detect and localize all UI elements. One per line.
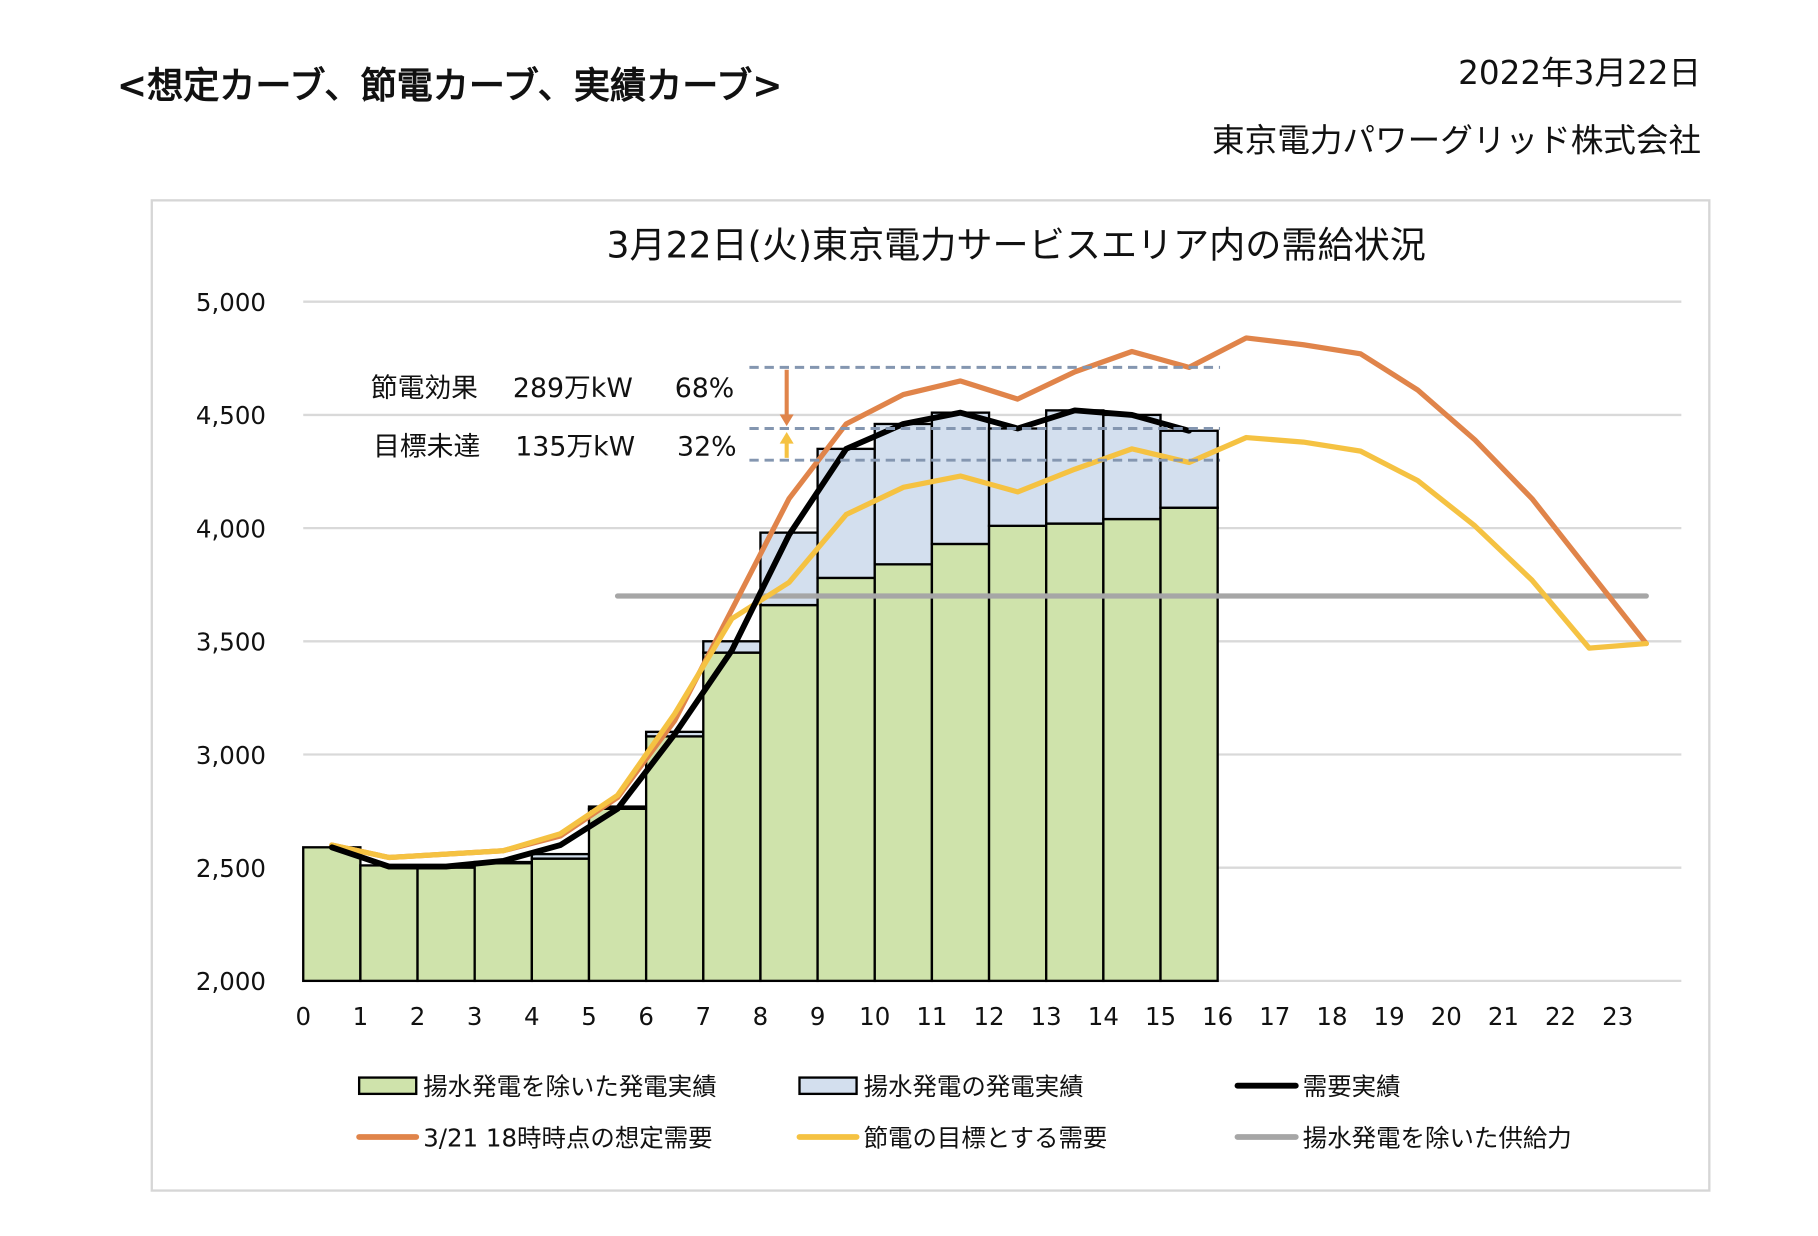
x-tick-label: 13 xyxy=(1031,1002,1062,1031)
line-actual-demand xyxy=(328,407,1192,870)
bar-generation-excl-pumped xyxy=(1045,522,1105,983)
x-tick-label: 21 xyxy=(1488,1002,1519,1031)
bar-generation-excl-pumped xyxy=(644,735,705,983)
x-tick-label: 23 xyxy=(1602,1002,1633,1031)
date-label: 2022年3月22日 xyxy=(1458,54,1701,92)
y-tick-label: 2,000 xyxy=(196,967,266,996)
legend-label: 揚水発電の発電実績 xyxy=(864,1072,1084,1101)
bar-generation-excl-pumped xyxy=(302,846,362,983)
legend-label: 揚水発電を除いた発電実績 xyxy=(423,1072,716,1101)
legend-label: 需要実績 xyxy=(1303,1072,1401,1101)
bar-generation-excl-pumped xyxy=(416,866,476,983)
saving-effect-amount: 289万kW xyxy=(513,373,633,404)
bar-pumped-generation xyxy=(1102,413,1162,521)
shortfall-label: 目標未達 xyxy=(373,431,480,462)
x-tick-label: 2 xyxy=(410,1002,426,1031)
x-tick-label: 6 xyxy=(638,1002,654,1031)
bar-generation-excl-pumped xyxy=(702,651,762,983)
bar-generation-excl-pumped xyxy=(873,563,934,983)
y-tick-label: 4,000 xyxy=(196,514,266,543)
saving-effect-label: 節電効果 xyxy=(371,373,478,404)
legend: 揚水発電を除いた発電実績 揚水発電の発電実績 需要実績 3/21 18時時点の想… xyxy=(356,1072,1572,1152)
x-tick-label: 5 xyxy=(581,1002,597,1031)
x-tick-label: 17 xyxy=(1259,1002,1290,1031)
x-axis: 0 1 2 3 4 5 6 7 8 9 10 11 12 13 14 15 16 17 18 19 20 21 22 23 xyxy=(295,1002,1633,1031)
x-tick-label: 4 xyxy=(524,1002,540,1031)
page-heading: <想定カーブ、節電カーブ、実績カーブ> xyxy=(117,64,783,107)
x-tick-label: 14 xyxy=(1088,1002,1119,1031)
bar-generation-excl-pumped xyxy=(587,807,648,983)
x-tick-label: 15 xyxy=(1145,1002,1176,1031)
legend-label: 揚水発電を除いた供給力 xyxy=(1303,1123,1572,1152)
x-tick-label: 1 xyxy=(353,1002,369,1031)
x-tick-label: 8 xyxy=(753,1002,769,1031)
x-tick-label: 16 xyxy=(1202,1002,1233,1031)
legend-swatch-green-bar xyxy=(357,1076,418,1096)
x-tick-label: 12 xyxy=(973,1002,1004,1031)
y-tick-label: 5,000 xyxy=(196,288,266,317)
legend-label: 節電の目標とする需要 xyxy=(864,1123,1108,1152)
bar-generation-excl-pumped xyxy=(816,576,876,983)
y-tick-label: 3,500 xyxy=(196,628,266,657)
y-tick-label: 2,500 xyxy=(196,854,266,883)
y-tick-label: 4,500 xyxy=(196,401,266,430)
bar-generation-excl-pumped xyxy=(473,861,534,983)
saving-effect-percent: 68% xyxy=(675,373,735,404)
bar-generation-excl-pumped xyxy=(759,603,819,983)
bar-generation-excl-pumped xyxy=(359,864,419,983)
shortfall-amount: 135万kW xyxy=(515,431,635,462)
x-tick-label: 9 xyxy=(810,1002,826,1031)
arrow-down-icon xyxy=(779,414,794,427)
x-tick-label: 7 xyxy=(696,1002,712,1031)
x-tick-label: 10 xyxy=(859,1002,890,1031)
bar-generation-excl-pumped xyxy=(930,542,991,983)
y-tick-label: 3,000 xyxy=(196,741,266,770)
chart-title: 3月22日(火)東京電力サービスエリア内の需給状況 xyxy=(607,223,1426,266)
lines xyxy=(328,335,1649,870)
x-tick-label: 3 xyxy=(467,1002,483,1031)
bar-generation-excl-pumped xyxy=(530,857,591,983)
x-tick-label: 11 xyxy=(916,1002,947,1031)
company-label: 東京電力パワーグリッド株式会社 xyxy=(1212,121,1701,159)
legend-label: 3/21 18時時点の想定需要 xyxy=(423,1123,712,1152)
arrow-up-icon xyxy=(779,431,794,444)
x-tick-label: 0 xyxy=(295,1002,311,1031)
x-tick-label: 22 xyxy=(1545,1002,1576,1031)
x-tick-label: 20 xyxy=(1431,1002,1462,1031)
x-tick-label: 19 xyxy=(1374,1002,1405,1031)
y-axis: 2,000 2,500 3,000 3,500 4,000 4,500 5,000 xyxy=(196,288,266,996)
x-tick-label: 18 xyxy=(1316,1002,1347,1031)
legend-swatch-blue-bar xyxy=(798,1076,858,1096)
bar-pumped-generation xyxy=(1159,429,1219,509)
bar-generation-excl-pumped xyxy=(987,524,1048,983)
bar-pumped-generation xyxy=(987,427,1048,528)
annotations xyxy=(749,365,1221,462)
shortfall-percent: 32% xyxy=(677,431,737,462)
bar-generation-excl-pumped xyxy=(1102,517,1162,983)
line-target-demand xyxy=(329,434,1649,861)
bar-pumped-generation xyxy=(530,852,591,860)
bar-generation-excl-pumped xyxy=(1159,506,1219,983)
